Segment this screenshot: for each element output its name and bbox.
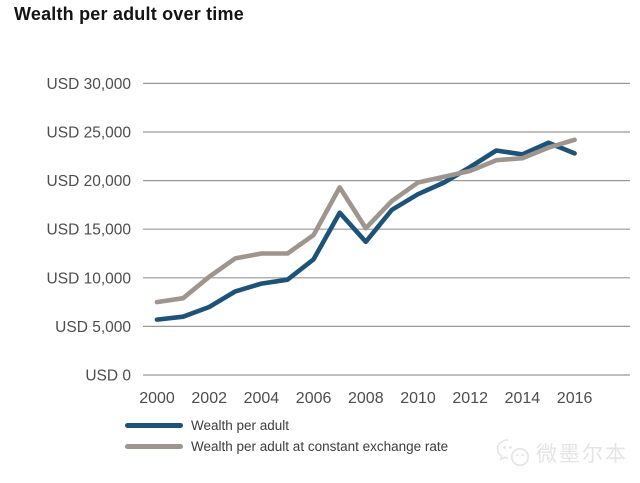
x-axis-label: 2000 [139, 390, 175, 407]
x-axis-label: 2016 [557, 390, 593, 407]
series-line-constant-exchange-rate [154, 137, 577, 305]
series-line-wealth-per-adult [154, 140, 577, 322]
y-axis-label: USD 5,000 [55, 319, 131, 336]
chart-title: Wealth per adult over time [14, 4, 244, 24]
watermark-text: 微墨尔本 [536, 443, 628, 466]
y-axis-label: USD 0 [85, 368, 131, 385]
chart-canvas: USD 0 USD 5,000 USD 10,000 USD 15,000 USD 20… [47, 76, 630, 407]
line-chart: USD 0 USD 5,000 USD 10,000 USD 15,000 USD 20… [47, 76, 630, 407]
legend-item-constant-exchange-rate: Wealth per adult at constant exchange ra… [125, 436, 448, 457]
x-axis-label: 2006 [296, 390, 332, 407]
y-axis-label: USD 30,000 [47, 76, 132, 93]
y-axis-label: USD 25,000 [47, 125, 132, 142]
y-axis-label: USD 15,000 [47, 222, 132, 239]
watermark: 微墨尔本 [495, 438, 628, 468]
legend: Wealth per adult Wealth per adult at con… [125, 415, 448, 457]
legend-label-series1: Wealth per adult [191, 418, 290, 433]
x-axis-label: 2004 [244, 390, 280, 407]
x-axis-label: 2012 [452, 390, 488, 407]
x-axis-label: 2008 [348, 390, 384, 407]
x-axis-label: 2002 [191, 390, 227, 407]
wechat-bubbles-icon [496, 439, 529, 466]
y-axis-label: USD 10,000 [47, 270, 132, 287]
x-axis-label: 2014 [505, 390, 541, 407]
series1-line-swatch [125, 423, 183, 428]
legend-label-series2: Wealth per adult at constant exchange ra… [191, 439, 449, 454]
legend-item-wealth-per-adult: Wealth per adult [125, 415, 448, 436]
x-axis-label: 2010 [400, 390, 436, 407]
y-axis-label: USD 20,000 [47, 173, 132, 190]
series2-line-swatch [125, 444, 183, 449]
